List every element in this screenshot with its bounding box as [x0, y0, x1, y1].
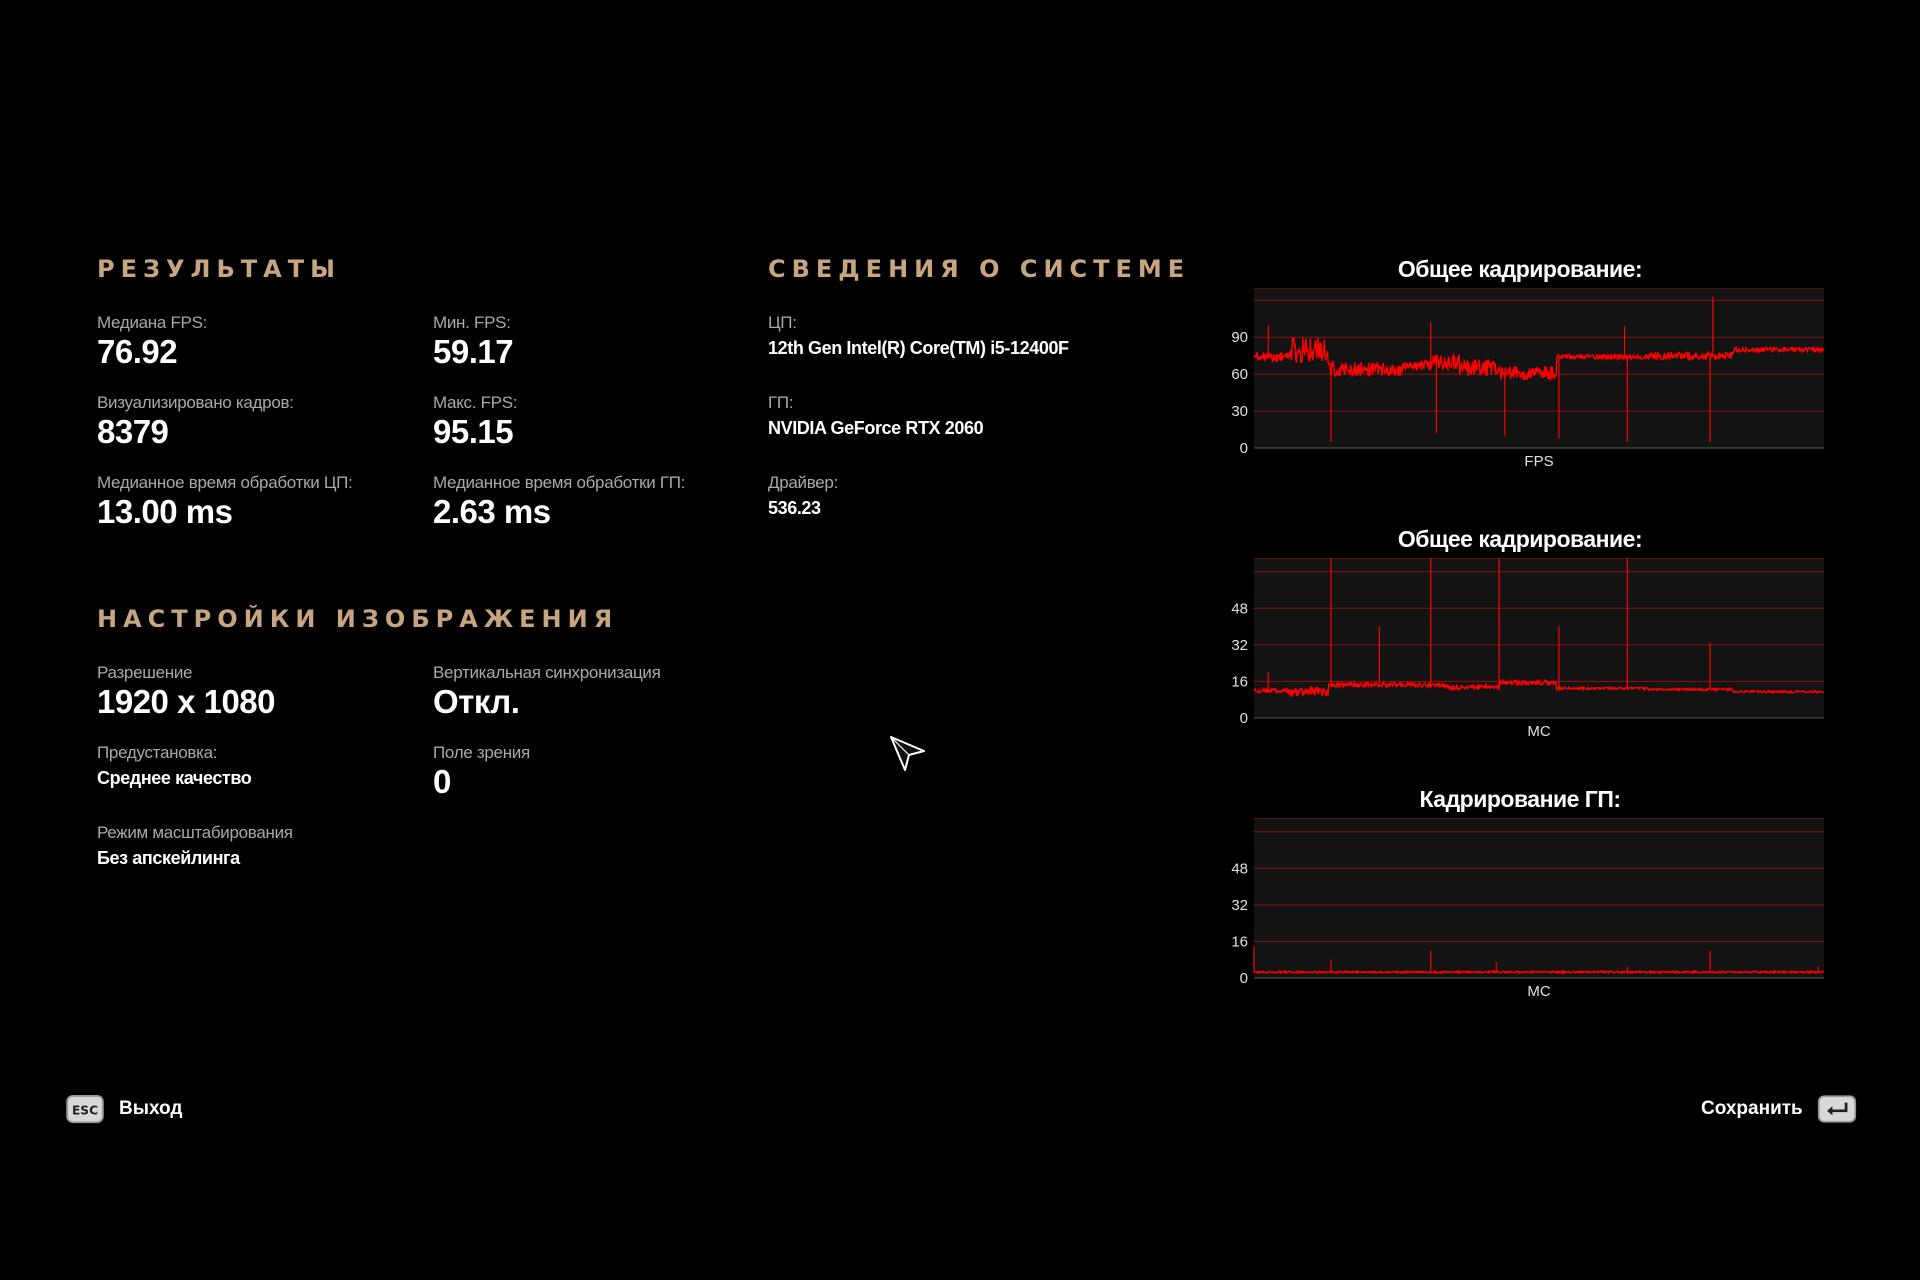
driver-value: 536.23 [768, 498, 821, 518]
gpu-median-time-label: Медианное время обработки ГП: [433, 473, 686, 492]
y-tick-label: 60 [1231, 366, 1248, 383]
resolution-label: Разрешение [97, 663, 193, 682]
esc-key-label: ESC [72, 1104, 98, 1118]
gpu-value: NVIDIA GeForce RTX 2060 [768, 418, 984, 438]
exit-button[interactable]: ESC Выход [65, 1094, 182, 1124]
gpu-field: ГП: NVIDIA GeForce RTX 2060 [768, 393, 984, 440]
y-tick-label: 32 [1231, 637, 1248, 654]
cpu-value: 12th Gen Intel(R) Core(TM) i5-12400F [768, 338, 1069, 358]
y-tick-label: 32 [1231, 897, 1248, 914]
save-label: Сохранить [1701, 1098, 1803, 1119]
min-fps-label: Мин. FPS: [433, 313, 511, 332]
fov-label: Поле зрения [433, 743, 530, 762]
fov-field: Поле зрения 0 [433, 743, 530, 801]
chart-plot: 0 30 60 90 FPS [1231, 288, 1825, 470]
preset-label: Предустановка: [97, 743, 218, 762]
frames-rendered-value: 8379 [97, 413, 169, 450]
y-tick-label: 0 [1240, 970, 1248, 987]
chart-title: Кадрирование ГП: [1419, 786, 1621, 812]
y-tick-label: 16 [1231, 673, 1248, 690]
mouse-cursor-icon [890, 736, 925, 771]
x-axis-label: МС [1527, 983, 1550, 1000]
scaling-mode-label: Режим масштабирования [97, 823, 293, 842]
fov-value: 0 [433, 763, 451, 800]
frames-rendered-field: Визуализировано кадров: 8379 [97, 393, 294, 451]
plot-area [1254, 818, 1824, 978]
min-fps-value: 59.17 [433, 333, 514, 370]
max-fps-field: Макс. FPS: 95.15 [433, 393, 517, 451]
esc-key-icon: ESC [66, 1094, 104, 1124]
min-fps-field: Мин. FPS: 59.17 [433, 313, 514, 371]
scaling-mode-field: Режим масштабирования Без апскейлинга [97, 823, 293, 870]
frames-rendered-label: Визуализировано кадров: [97, 393, 294, 412]
series-line [1253, 337, 1825, 382]
vsync-label: Вертикальная синхронизация [433, 663, 661, 682]
resolution-value: 1920 x 1080 [97, 683, 276, 720]
cpu-label: ЦП: [768, 313, 797, 332]
y-tick-label: 16 [1231, 933, 1248, 950]
scaling-mode-value: Без апскейлинга [97, 848, 240, 868]
y-tick-label: 30 [1231, 403, 1248, 420]
cpu-median-time-label: Медианное время обработки ЦП: [97, 473, 353, 492]
exit-label: Выход [119, 1098, 183, 1119]
y-tick-label: 48 [1231, 860, 1248, 877]
system-info-section-title: СВЕДЕНИЯ О СИСТЕМЕ [768, 255, 1191, 283]
chart-title: Общее кадрирование: [1397, 256, 1643, 282]
display-settings-section-title: НАСТРОЙКИ ИЗОБРАЖЕНИЯ [97, 605, 619, 633]
vsync-value: Откл. [433, 683, 520, 720]
chart-title: Общее кадрирование: [1397, 526, 1643, 552]
y-tick-label: 90 [1231, 329, 1248, 346]
x-axis-label: FPS [1524, 453, 1553, 470]
enter-key-icon [1817, 1095, 1856, 1123]
plot-area [1254, 558, 1824, 718]
y-tick-label: 0 [1240, 440, 1248, 457]
series-line [1253, 969, 1825, 975]
cpu-median-time-field: Медианное время обработки ЦП: 13.00 ms [97, 473, 353, 531]
gpu-median-time-field: Медианное время обработки ГП: 2.63 ms [433, 473, 685, 531]
median-fps-label: Медиана FPS: [97, 313, 208, 332]
cpu-median-time-value: 13.00 ms [97, 493, 233, 530]
driver-field: Драйвер: 536.23 [768, 473, 838, 520]
vsync-field: Вертикальная синхронизация Откл. [433, 663, 661, 721]
driver-label: Драйвер: [768, 473, 838, 492]
chart-plot: 0 16 32 48 МС [1231, 558, 1825, 740]
series-line [1253, 678, 1825, 698]
median-fps-field: Медиана FPS: 76.92 [97, 313, 207, 371]
max-fps-label: Макс. FPS: [433, 393, 518, 412]
y-tick-label: 48 [1231, 600, 1248, 617]
x-axis-label: МС [1527, 723, 1550, 740]
cpu-field: ЦП: 12th Gen Intel(R) Core(TM) i5-12400F [768, 313, 1069, 360]
gpu-label: ГП: [768, 393, 794, 412]
preset-field: Предустановка: Среднее качество [97, 743, 252, 790]
max-fps-value: 95.15 [433, 413, 514, 450]
preset-value: Среднее качество [97, 768, 252, 788]
results-section-title: РЕЗУЛЬТАТЫ [97, 255, 341, 283]
save-button[interactable]: Сохранить [1701, 1094, 1857, 1124]
median-fps-value: 76.92 [97, 333, 178, 370]
resolution-field: Разрешение 1920 x 1080 [97, 663, 276, 721]
chart-plot: 0 16 32 48 МС [1231, 818, 1825, 1000]
y-tick-label: 0 [1240, 710, 1248, 727]
gpu-median-time-value: 2.63 ms [433, 493, 551, 530]
